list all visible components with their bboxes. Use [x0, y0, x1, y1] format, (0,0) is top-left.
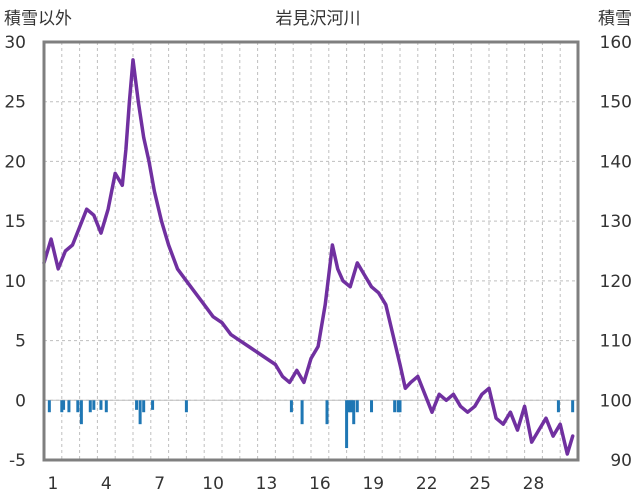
precip-bar [47, 400, 51, 413]
precip-bar [355, 400, 359, 413]
precip-bar [396, 400, 400, 413]
precip-bar [76, 400, 80, 413]
precip-bar [556, 400, 560, 413]
precip-bar [79, 400, 83, 425]
precip-bar [88, 400, 92, 413]
precip-bar [99, 400, 103, 410]
precip-bar [325, 400, 329, 425]
left-tick-label: 5 [15, 332, 26, 352]
right-tick-label: 100 [600, 391, 632, 411]
x-tick-label: 28 [523, 474, 545, 494]
right-tick-label: 140 [600, 152, 632, 172]
precip-bar [393, 400, 397, 413]
x-tick-label: 13 [256, 474, 278, 494]
chart-title: 岩見沢河川 [276, 9, 361, 29]
precip-bar [300, 400, 304, 425]
precip-bar [60, 400, 64, 413]
precip-bar [138, 400, 142, 425]
left-tick-label: 10 [4, 272, 26, 292]
precip-bar [289, 400, 293, 413]
left-tick-label: 25 [4, 93, 26, 113]
right-tick-label: 130 [600, 212, 632, 232]
right-tick-label: 90 [610, 451, 632, 471]
x-tick-label: 7 [154, 474, 165, 494]
precip-bar [135, 400, 139, 410]
precip-bar [151, 400, 155, 410]
precip-bar [571, 400, 575, 413]
line-series [42, 58, 575, 456]
right-tick-label: 120 [600, 272, 632, 292]
bar-series [47, 400, 575, 449]
precip-bar [346, 400, 350, 413]
right-tick-label: 150 [600, 93, 632, 113]
precip-bar [142, 400, 146, 413]
precip-bar [104, 400, 108, 413]
precip-bar [184, 400, 188, 413]
x-tick-label: 16 [309, 474, 331, 494]
precip-bar [348, 400, 352, 413]
grid [44, 42, 578, 460]
left-tick-label: 15 [4, 212, 26, 232]
x-tick-label: 22 [416, 474, 438, 494]
x-tick-label: 10 [202, 474, 224, 494]
plot-frame [42, 40, 580, 462]
left-axis-label: 積雪以外 [4, 9, 72, 29]
x-tick-label: 4 [101, 474, 112, 494]
left-tick-label: 20 [4, 152, 26, 172]
x-tick-label: 25 [469, 474, 491, 494]
precip-bar [92, 400, 96, 410]
precip-bar [67, 400, 71, 413]
right-axis-label: 積雪 [598, 9, 632, 29]
left-tick-label: 0 [15, 391, 26, 411]
precip-bar [350, 400, 354, 413]
right-tick-label: 160 [600, 33, 632, 53]
x-tick-label: 1 [47, 474, 58, 494]
right-tick-label: 110 [600, 332, 632, 352]
precip-bar [352, 400, 356, 425]
water-level-line [42, 58, 575, 456]
precip-bar [345, 400, 349, 449]
left-tick-label: 30 [4, 33, 26, 53]
x-tick-label: 19 [362, 474, 384, 494]
precip-bar [370, 400, 374, 413]
precip-bar [62, 400, 66, 410]
precip-bar [398, 400, 402, 413]
left-tick-label: -5 [9, 451, 26, 471]
tick-labels: -5 0 5 10 15 20 25 30 90 100 110 120 130 140 150 160 1 4 7… [4, 33, 632, 494]
